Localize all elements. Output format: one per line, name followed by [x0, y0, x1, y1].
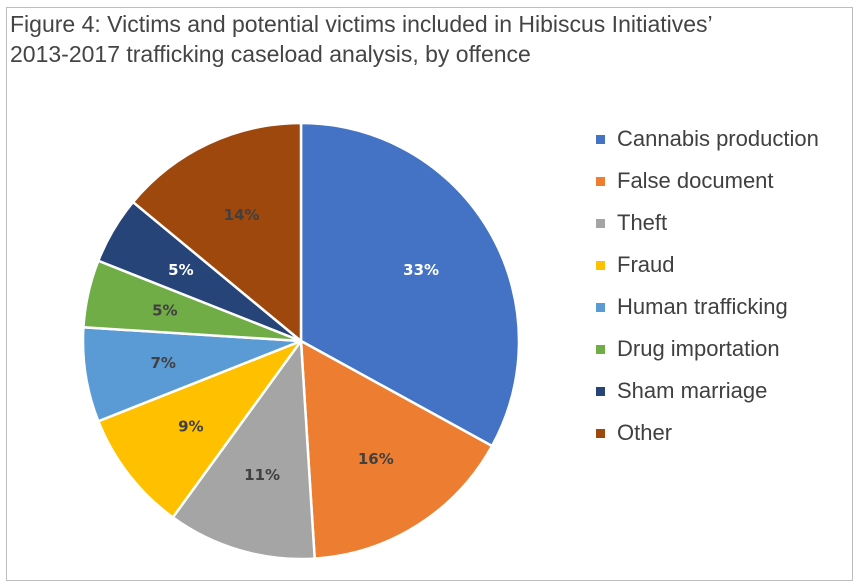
legend-swatch	[596, 386, 605, 396]
legend-label: Fraud	[617, 252, 675, 277]
chart-legend: Cannabis production False document Theft Fr…	[596, 118, 819, 454]
legend-item-sham-marriage: Sham marriage	[596, 370, 819, 412]
data-label-sham-marriage: 5%	[168, 261, 193, 279]
data-label-fraud: 9%	[178, 418, 203, 436]
legend-label: Cannabis production	[617, 126, 819, 151]
pie-slice-fraud	[97, 339, 303, 519]
pie-slice-labels: 33% 16% 11% 9% 7% 5% 5% 14%	[150, 206, 439, 484]
legend-item-human-trafficking: Human trafficking	[596, 286, 819, 328]
legend-label: Other	[617, 420, 673, 445]
pie-slice-theft	[171, 339, 316, 561]
legend-item-false-document: False document	[596, 160, 819, 202]
legend-swatch	[596, 176, 605, 186]
chart-title-line-1: Figure 4: Victims and potential victims …	[10, 11, 713, 37]
pie-slice-cannabis-production	[299, 121, 521, 448]
pie-slices	[81, 121, 521, 561]
data-label-theft: 11%	[244, 466, 280, 484]
legend-swatch	[596, 302, 605, 312]
legend-item-other: Other	[596, 412, 819, 454]
legend-swatch	[596, 218, 605, 228]
legend-item-fraud: Fraud	[596, 244, 819, 286]
legend-label: Drug importation	[617, 336, 780, 361]
legend-label: Human trafficking	[617, 294, 788, 319]
legend-label: Sham marriage	[617, 378, 768, 403]
legend-swatch	[596, 260, 605, 270]
chart-title-line-2: 2013-2017 trafficking caseload analysis,…	[10, 41, 531, 67]
pie-slice-other	[131, 121, 303, 343]
legend-label: Theft	[617, 210, 668, 235]
chart-title: Figure 4: Victims and potential victims …	[10, 9, 830, 69]
data-label-cannabis-production: 33%	[403, 261, 439, 279]
data-label-false-document: 16%	[358, 450, 394, 468]
pie-slice-false-document	[299, 339, 494, 560]
data-label-human-trafficking: 7%	[150, 354, 175, 372]
legend-item-cannabis-production: Cannabis production	[596, 118, 819, 160]
data-label-drug-importation: 5%	[152, 302, 177, 320]
legend-item-drug-importation: Drug importation	[596, 328, 819, 370]
data-label-other: 14%	[224, 206, 260, 224]
legend-item-theft: Theft	[596, 202, 819, 244]
legend-swatch	[596, 134, 605, 144]
legend-swatch	[596, 428, 605, 438]
legend-label: False document	[617, 168, 774, 193]
legend-swatch	[596, 344, 605, 354]
